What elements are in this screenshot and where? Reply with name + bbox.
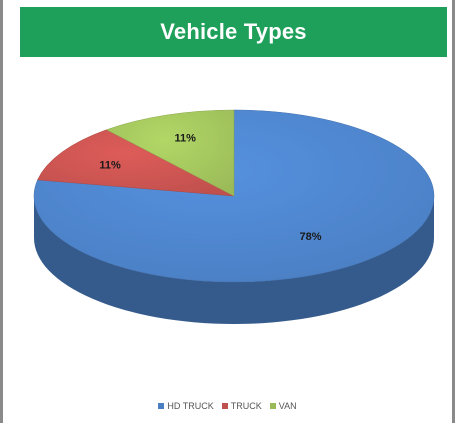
legend-item-hd-truck: HD TRUCK [158,401,214,411]
pie-slice-truck [37,129,235,197]
data-label: 11% [99,159,121,171]
legend-label-van: VAN [278,401,297,411]
pie-slice-side [34,196,434,324]
pie-chart: 78% 11% 11% [33,109,435,324]
legend-item-truck: TRUCK [221,401,262,411]
data-label: 78% [299,231,321,243]
data-label: 11% [175,133,197,145]
pie-slice-van [105,109,235,197]
chart-legend: HD TRUCK TRUCK VAN [3,398,452,414]
legend-swatch-truck [221,403,228,409]
chart-title: Vehicle Types [160,19,307,44]
legend-item-van: VAN [269,401,297,411]
legend-label-hd-truck: HD TRUCK [167,401,214,411]
chart-title-bar: Vehicle Types [20,7,447,57]
legend-swatch-van [269,403,276,409]
legend-label-truck: TRUCK [230,401,262,411]
legend-swatch-hd-truck [158,403,165,409]
